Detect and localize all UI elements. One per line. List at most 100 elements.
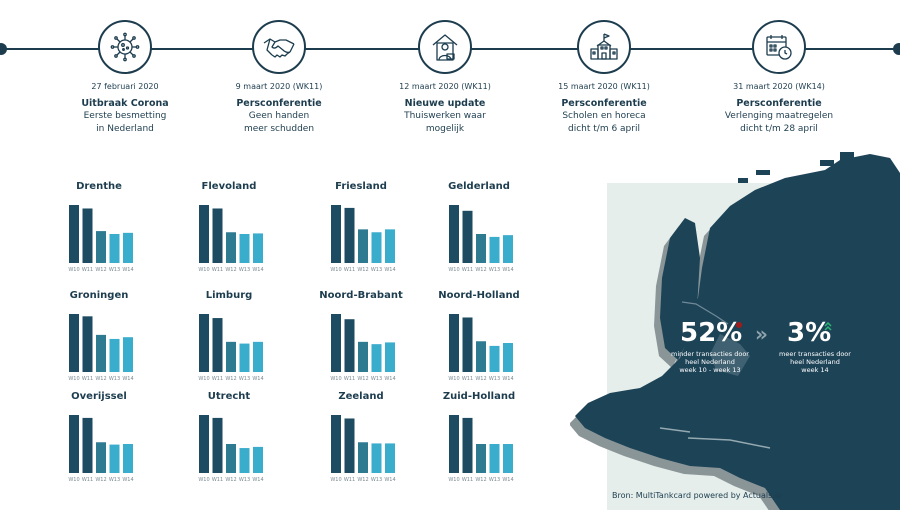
bar bbox=[109, 234, 120, 263]
bar bbox=[385, 342, 395, 372]
province-title: Limburg bbox=[205, 290, 253, 301]
province-chart: Limburg W10 W11 W12 W13 W14 bbox=[170, 290, 288, 382]
x-tick-label: W12 bbox=[225, 477, 236, 483]
x-tick-label: W10 bbox=[198, 267, 209, 273]
province-chart: Gelderland W10 W11 W12 W13 W14 bbox=[420, 181, 538, 273]
event-title: Persconferentie bbox=[736, 98, 822, 109]
event-desc-line1: Geen handen bbox=[248, 111, 310, 121]
bar bbox=[344, 418, 355, 473]
province-bar-chart: W10 W11 W12 W13 W14 bbox=[448, 415, 514, 483]
x-tick-label: W11 bbox=[82, 376, 93, 382]
province-title: Noord-Brabant bbox=[319, 290, 403, 301]
bar bbox=[96, 334, 106, 372]
x-tick-label: W10 bbox=[330, 376, 341, 382]
province-bar-chart: W10 W11 W12 W13 W14 bbox=[330, 415, 396, 483]
event-date: 27 februari 2020 bbox=[91, 82, 159, 91]
bar bbox=[226, 444, 236, 473]
bar bbox=[212, 208, 223, 263]
event-date: 31 maart 2020 (WK14) bbox=[733, 82, 825, 91]
bar bbox=[253, 341, 263, 372]
bar bbox=[69, 205, 79, 263]
event-title: Persconferentie bbox=[561, 98, 647, 109]
event-desc-line1: Verlenging maatregelen bbox=[724, 111, 834, 121]
x-tick-label: W14 bbox=[122, 477, 133, 483]
bar bbox=[253, 446, 263, 473]
caption-line: meer transacties door bbox=[779, 350, 851, 358]
timeline-event-2: 9 maart 2020 (WK11) Persconferentie Geen… bbox=[194, 20, 364, 135]
province-title: Zuid-Holland bbox=[442, 391, 516, 402]
province-chart: Utrecht W10 W11 W12 W13 W14 bbox=[170, 391, 288, 483]
province-chart: Zeeland W10 W11 W12 W13 W14 bbox=[302, 391, 420, 483]
x-tick-label: W11 bbox=[462, 477, 473, 483]
x-tick-label: W13 bbox=[239, 267, 250, 273]
bar bbox=[109, 444, 120, 473]
x-tick-label: W14 bbox=[122, 376, 133, 382]
timeline-start-dot bbox=[0, 43, 7, 55]
x-tick-label: W10 bbox=[198, 477, 209, 483]
stat-decrease-caption: minder transacties door heel Nederland w… bbox=[660, 350, 760, 374]
province-chart: Overijssel W10 W11 W12 W13 W14 bbox=[40, 391, 158, 483]
bar bbox=[385, 443, 395, 473]
caption-line: week 14 bbox=[801, 366, 829, 374]
event-title: Nieuwe update bbox=[404, 98, 486, 109]
province-bar-chart: W10 W11 W12 W13 W14 bbox=[68, 314, 134, 382]
x-tick-label: W10 bbox=[330, 477, 341, 483]
x-tick-label: W12 bbox=[475, 477, 486, 483]
x-tick-label: W14 bbox=[252, 267, 263, 273]
bar bbox=[199, 314, 209, 372]
bar bbox=[489, 236, 500, 263]
stat-increase-value: 3% bbox=[787, 318, 832, 348]
bar bbox=[344, 207, 355, 263]
x-tick-label: W11 bbox=[462, 267, 473, 273]
event-desc-line1: Eerste besmetting bbox=[83, 111, 167, 121]
bar bbox=[82, 417, 93, 473]
x-tick-label: W11 bbox=[462, 376, 473, 382]
bar bbox=[385, 229, 395, 263]
x-tick-label: W10 bbox=[68, 477, 79, 483]
bar bbox=[462, 210, 473, 263]
bar bbox=[82, 316, 93, 372]
x-tick-label: W12 bbox=[357, 267, 368, 273]
x-tick-label: W12 bbox=[225, 267, 236, 273]
x-tick-label: W13 bbox=[109, 477, 120, 483]
province-bar-chart: W10 W11 W12 W13 W14 bbox=[198, 314, 264, 382]
bar bbox=[123, 444, 133, 473]
bar bbox=[199, 205, 209, 263]
province-title: Flevoland bbox=[201, 181, 257, 192]
event-desc-line2: mogelijk bbox=[425, 124, 465, 134]
bar bbox=[371, 344, 382, 372]
x-tick-label: W12 bbox=[95, 477, 106, 483]
event-desc-line2: dicht t/m 6 april bbox=[568, 124, 640, 134]
x-tick-label: W12 bbox=[95, 376, 106, 382]
x-tick-label: W11 bbox=[212, 477, 223, 483]
x-tick-label: W14 bbox=[502, 376, 513, 382]
province-title: Drenthe bbox=[76, 181, 122, 192]
x-tick-label: W11 bbox=[344, 267, 355, 273]
home-office-icon bbox=[418, 20, 472, 74]
x-tick-label: W12 bbox=[475, 267, 486, 273]
province-title: Gelderland bbox=[448, 181, 510, 192]
timeline-event-3: 12 maart 2020 (WK11) Nieuwe update Thuis… bbox=[360, 20, 530, 135]
school-icon bbox=[577, 20, 631, 74]
bar bbox=[253, 233, 263, 263]
x-tick-label: W14 bbox=[384, 376, 395, 382]
event-desc-line1: Thuiswerken waar bbox=[404, 111, 486, 121]
province-chart: Groningen W10 W11 W12 W13 W14 bbox=[40, 290, 158, 382]
double-arrow-icon: » bbox=[755, 322, 768, 346]
event-desc-line1: Scholen en horeca bbox=[562, 111, 646, 121]
x-tick-label: W10 bbox=[448, 477, 459, 483]
province-title: Overijssel bbox=[71, 391, 127, 402]
increase-arrow-icon bbox=[824, 322, 832, 331]
x-tick-label: W10 bbox=[448, 376, 459, 382]
x-tick-label: W13 bbox=[239, 376, 250, 382]
accent-dot bbox=[736, 322, 742, 328]
source-note: Bron: MultiTankcard powered by Actuals.i… bbox=[612, 491, 782, 500]
province-title: Groningen bbox=[69, 290, 129, 301]
bar bbox=[69, 415, 79, 473]
event-title: Uitbraak Corona bbox=[81, 98, 169, 109]
x-tick-label: W14 bbox=[122, 267, 133, 273]
event-title: Persconferentie bbox=[236, 98, 322, 109]
bar bbox=[462, 417, 473, 473]
bar bbox=[489, 444, 500, 473]
netherlands-map bbox=[570, 152, 900, 510]
